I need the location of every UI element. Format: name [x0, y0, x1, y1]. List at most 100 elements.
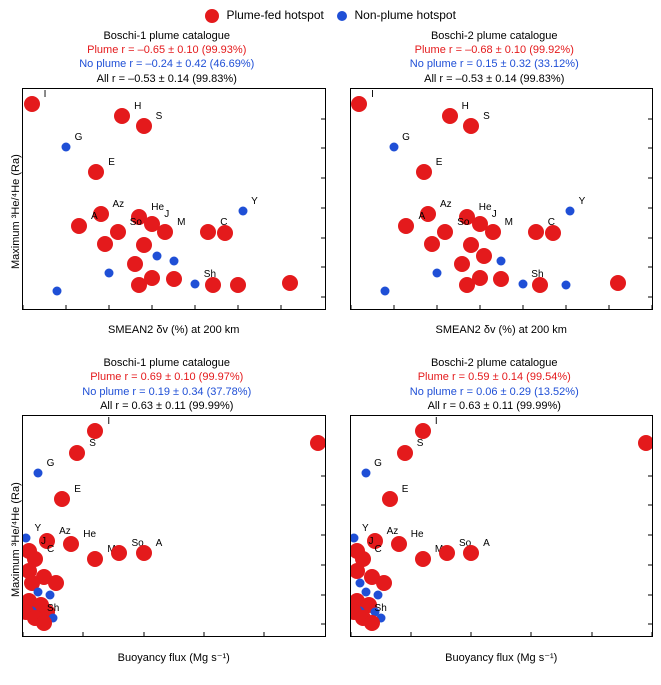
nonplume-dot-icon	[337, 11, 347, 21]
data-point	[397, 445, 413, 461]
stat-noplume: No plume r = –0.24 ± 0.42 (46.69%)	[8, 57, 326, 71]
data-point	[36, 615, 52, 631]
point-label: S	[156, 111, 163, 122]
data-point	[545, 225, 561, 241]
point-label: C	[47, 544, 54, 555]
plot-wrap: 012345IHSGEYAzHeJCMSoAShBuoyancy flux (M…	[336, 415, 654, 664]
data-point	[376, 575, 392, 591]
data-point	[454, 256, 470, 272]
data-point	[54, 491, 70, 507]
data-point	[136, 545, 152, 561]
point-label: H	[462, 101, 469, 112]
point-label: E	[402, 484, 409, 495]
data-point	[217, 225, 233, 241]
data-point	[110, 224, 126, 240]
data-point	[382, 491, 398, 507]
data-point	[350, 563, 365, 579]
data-point	[205, 277, 221, 293]
point-label: He	[83, 529, 96, 540]
point-label: C	[375, 544, 382, 555]
point-label: A	[156, 538, 163, 549]
plot-wrap: Maximum ³He/⁴He (Ra)5101520253035-4-3-2-…	[8, 88, 326, 336]
data-point	[69, 445, 85, 461]
point-label: A	[91, 211, 98, 222]
data-point	[200, 224, 216, 240]
data-point	[24, 96, 40, 112]
stat-all: All r = 0.63 ± 0.11 (99.99%)	[336, 399, 654, 413]
point-label: Sh	[47, 603, 59, 614]
stat-plume: Plume r = 0.69 ± 0.10 (99.97%)	[8, 370, 326, 384]
plume-dot-icon	[205, 9, 219, 23]
data-point	[610, 275, 626, 291]
stat-noplume: No plume r = 0.15 ± 0.32 (33.12%)	[336, 57, 654, 71]
point-label: H	[134, 101, 141, 112]
data-point	[415, 551, 431, 567]
data-point	[310, 435, 325, 451]
data-point	[166, 271, 182, 287]
data-point	[361, 468, 370, 477]
data-point	[87, 423, 103, 439]
plot-wrap: -4-3-2-10123IHSGEAzHeAJMSoCYShSMEAN2 δv …	[336, 88, 654, 336]
point-label: E	[74, 484, 81, 495]
data-point	[46, 590, 55, 599]
stat-plume: Plume r = –0.65 ± 0.10 (99.93%)	[8, 43, 326, 57]
point-label: I	[107, 416, 110, 427]
panel-header: Boschi-1 plume cataloguePlume r = 0.69 ±…	[8, 356, 326, 413]
data-point	[459, 277, 475, 293]
data-point	[350, 534, 359, 543]
panel-1: Boschi-2 plume cataloguePlume r = –0.68 …	[336, 29, 654, 336]
point-label: G	[374, 458, 382, 469]
nonplume-legend-label: Non-plume hotspot	[355, 8, 456, 22]
point-label: A	[418, 211, 425, 222]
plot-area: 5101520253035012345IHSGEYAzHeJCMSoASh	[22, 415, 326, 637]
point-label: So	[457, 217, 469, 228]
data-point	[416, 164, 432, 180]
data-point	[169, 257, 178, 266]
stat-plume: Plume r = –0.68 ± 0.10 (99.92%)	[336, 43, 654, 57]
point-label: G	[47, 458, 55, 469]
data-point	[528, 224, 544, 240]
data-point	[62, 142, 71, 151]
data-point	[493, 271, 509, 287]
point-label: I	[44, 89, 47, 100]
data-point	[561, 281, 570, 290]
panel-title: Boschi-1 plume catalogue	[8, 29, 326, 43]
point-label: Y	[35, 523, 42, 534]
point-label: So	[130, 217, 142, 228]
point-label: A	[483, 538, 490, 549]
stat-all: All r = –0.53 ± 0.14 (99.83%)	[336, 72, 654, 86]
point-label: He	[411, 529, 424, 540]
data-point	[136, 237, 152, 253]
plot-wrap: Maximum ³He/⁴He (Ra)5101520253035012345I…	[8, 415, 326, 664]
point-label: S	[89, 438, 96, 449]
plot-area: 012345IHSGEYAzHeJCMSoASh	[350, 415, 654, 637]
data-point	[105, 269, 114, 278]
x-axis-label: SMEAN2 δv (%) at 200 km	[22, 324, 326, 336]
data-point	[230, 277, 246, 293]
data-point	[157, 224, 173, 240]
data-point	[518, 280, 527, 289]
point-label: E	[108, 157, 115, 168]
point-label: Y	[251, 196, 258, 207]
point-label: J	[492, 209, 497, 220]
panel-title: Boschi-2 plume catalogue	[336, 356, 654, 370]
data-point	[22, 534, 31, 543]
data-point	[532, 277, 548, 293]
point-label: J	[41, 536, 46, 547]
point-label: J	[164, 209, 169, 220]
point-label: Y	[579, 196, 586, 207]
data-point	[432, 269, 441, 278]
point-label: He	[151, 202, 164, 213]
data-point	[389, 142, 398, 151]
point-label: G	[75, 132, 83, 143]
data-point	[437, 224, 453, 240]
data-point	[424, 236, 440, 252]
data-point	[373, 590, 382, 599]
data-point	[485, 224, 501, 240]
plot-area: 5101520253035-4-3-2-10123IHSGEAzHeAJMSoC…	[22, 88, 326, 310]
stat-plume: Plume r = 0.59 ± 0.14 (99.54%)	[336, 370, 654, 384]
data-point	[238, 206, 247, 215]
stat-noplume: No plume r = 0.06 ± 0.29 (13.52%)	[336, 385, 654, 399]
panel-0: Boschi-1 plume cataloguePlume r = –0.65 …	[8, 29, 326, 336]
data-point	[380, 287, 389, 296]
